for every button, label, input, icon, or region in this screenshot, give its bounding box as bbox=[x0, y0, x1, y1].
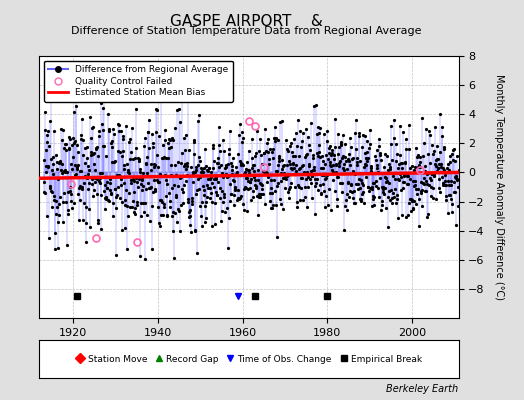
Legend: Station Move, Record Gap, Time of Obs. Change, Empirical Break: Station Move, Record Gap, Time of Obs. C… bbox=[73, 352, 424, 366]
Text: GASPE AIRPORT    &: GASPE AIRPORT & bbox=[170, 14, 323, 29]
Y-axis label: Monthly Temperature Anomaly Difference (°C): Monthly Temperature Anomaly Difference (… bbox=[494, 74, 504, 300]
Text: Difference of Station Temperature Data from Regional Average: Difference of Station Temperature Data f… bbox=[71, 26, 421, 36]
Text: Berkeley Earth: Berkeley Earth bbox=[386, 384, 458, 394]
Legend: Difference from Regional Average, Quality Control Failed, Estimated Station Mean: Difference from Regional Average, Qualit… bbox=[44, 60, 233, 102]
